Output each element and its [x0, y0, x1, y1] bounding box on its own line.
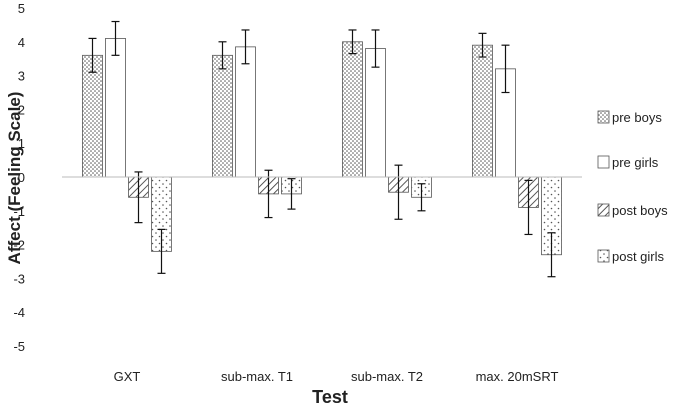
legend-swatch	[597, 203, 610, 217]
error-bars	[88, 20, 556, 278]
legend-label: post girls	[612, 249, 665, 264]
bar	[212, 54, 233, 178]
y-tick-label: 3	[18, 69, 25, 84]
legend-swatch	[597, 155, 610, 169]
y-tick-label: 0	[18, 170, 25, 185]
legend-label: post boys	[612, 203, 668, 218]
legend: pre boys pre girls post boys post girls	[597, 110, 668, 264]
bar	[472, 44, 493, 178]
bar	[365, 48, 386, 178]
y-tick-label: -1	[13, 204, 25, 219]
bar	[105, 38, 126, 178]
legend-label: pre boys	[612, 110, 662, 125]
y-axis-title: Affect (Feeling Scale)	[5, 92, 24, 265]
y-tick-label: 4	[18, 35, 25, 50]
legend-swatch	[597, 110, 610, 124]
y-tick-label: 2	[18, 102, 25, 117]
bar	[342, 41, 363, 178]
bar	[82, 54, 103, 178]
legend-swatch	[597, 249, 610, 263]
x-tick-label: GXT	[114, 369, 141, 384]
y-tick-label: -4	[13, 305, 25, 320]
bar	[235, 46, 256, 178]
y-tick-label: -2	[13, 238, 25, 253]
x-tick-label: sub-max. T2	[351, 369, 423, 384]
x-axis-title: Test	[312, 387, 348, 407]
y-tick-label: 5	[18, 1, 25, 16]
y-tick-label: -3	[13, 271, 25, 286]
bar-series	[82, 38, 562, 256]
y-tick-label: 1	[18, 136, 25, 151]
y-axis-ticks: 5 4 3 2 1 0 -1 -2 -3 -4 -5	[13, 1, 25, 354]
x-tick-label: sub-max. T1	[221, 369, 293, 384]
y-tick-label: -5	[13, 339, 25, 354]
x-tick-label: max. 20mSRT	[476, 369, 559, 384]
legend-label: pre girls	[612, 155, 659, 170]
x-axis-ticks: GXT sub-max. T1 sub-max. T2 max. 20mSRT	[114, 369, 559, 384]
